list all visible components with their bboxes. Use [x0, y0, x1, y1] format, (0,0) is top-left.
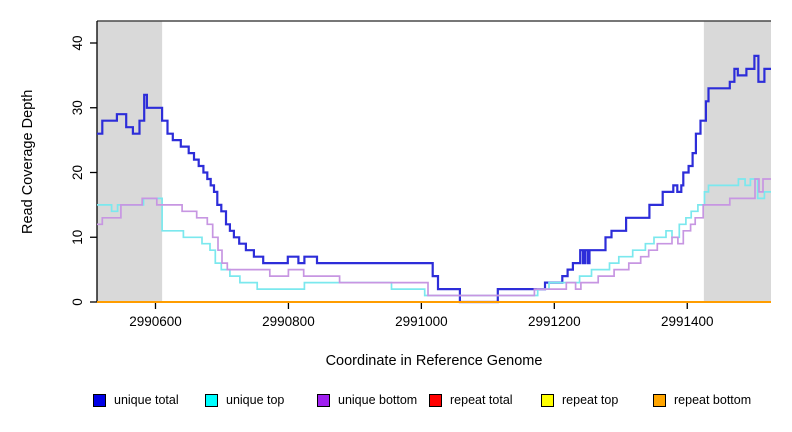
- x-tick-label: 2990600: [129, 314, 182, 329]
- x-tick-label: 2991000: [395, 314, 448, 329]
- series-unique-top: [97, 178, 771, 297]
- series-unique-bottom: [97, 178, 771, 297]
- x-tick-label: 2990800: [262, 314, 315, 329]
- legend-label: repeat bottom: [674, 393, 752, 407]
- shaded-region-0: [97, 21, 163, 302]
- legend-label: unique top: [226, 393, 285, 407]
- y-tick-label: 0: [70, 298, 85, 306]
- y-tick-label: 30: [70, 100, 85, 115]
- y-tick-label: 20: [70, 165, 85, 180]
- shaded-region-1: [703, 21, 771, 302]
- unique-top-swatch-icon: [205, 393, 218, 407]
- legend-label: unique total: [114, 393, 179, 407]
- legend-item-unique-total: unique total: [93, 393, 205, 407]
- x-tick-label: 2991400: [661, 314, 714, 329]
- legend-label: repeat top: [562, 393, 619, 407]
- repeat-bottom-swatch-icon: [653, 393, 666, 407]
- legend: unique total unique top unique bottom re…: [93, 393, 751, 407]
- y-tick-label: 10: [70, 230, 85, 245]
- legend-item-unique-bottom: unique bottom: [317, 393, 429, 407]
- y-axis-title: Read Coverage Depth: [20, 89, 36, 234]
- legend-item-repeat-top: repeat top: [541, 393, 653, 407]
- series-unique-total: [97, 54, 771, 304]
- legend-label: unique bottom: [338, 393, 418, 407]
- legend-label: repeat total: [450, 393, 513, 407]
- unique-bottom-swatch-icon: [317, 393, 330, 407]
- repeat-total-swatch-icon: [429, 393, 442, 407]
- legend-item-repeat-bottom: repeat bottom: [653, 393, 751, 407]
- legend-item-unique-top: unique top: [205, 393, 317, 407]
- y-tick-label: 40: [70, 35, 85, 50]
- x-axis-title: Coordinate in Reference Genome: [325, 353, 543, 369]
- repeat-top-swatch-icon: [541, 393, 554, 407]
- unique-total-swatch-icon: [93, 393, 106, 407]
- legend-item-repeat-total: repeat total: [429, 393, 541, 407]
- x-tick-label: 2991200: [528, 314, 581, 329]
